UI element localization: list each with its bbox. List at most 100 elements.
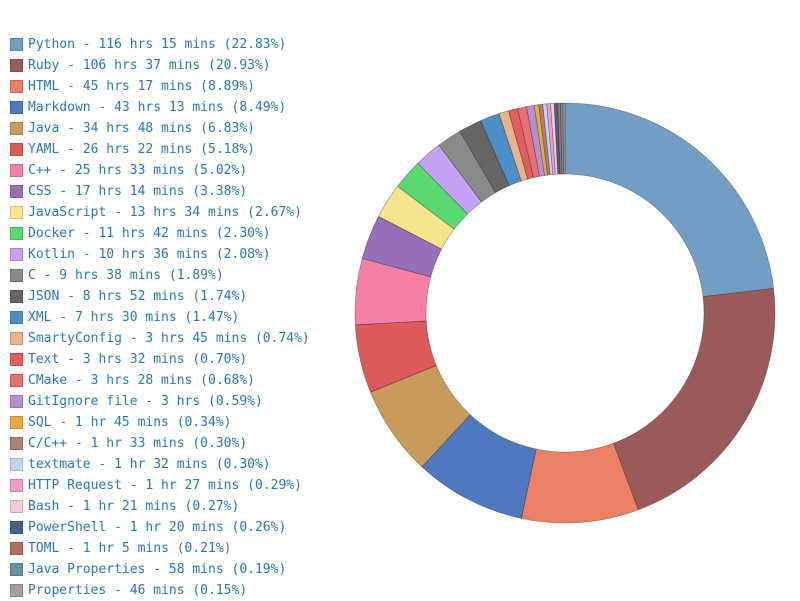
legend-item[interactable]: JavaScript - 13 hrs 34 mins (2.67%) (10, 202, 310, 223)
slice-c-[interactable] (354, 258, 432, 326)
legend-label: Java Properties - 58 mins (0.19%) (28, 562, 287, 577)
slice-markdown[interactable] (421, 414, 537, 519)
legend-swatch (10, 458, 23, 471)
slice-python[interactable] (564, 102, 774, 298)
legend-item[interactable]: SQL - 1 hr 45 mins (0.34%) (10, 412, 310, 433)
legend-swatch (10, 500, 23, 513)
legend-label: Docker - 11 hrs 42 mins (2.30%) (28, 226, 271, 241)
legend-item[interactable]: SmartyConfig - 3 hrs 45 mins (0.74%) (10, 328, 310, 349)
legend-label: TOML - 1 hr 5 mins (0.21%) (28, 541, 232, 556)
legend-item[interactable]: Kotlin - 10 hrs 36 mins (2.08%) (10, 244, 310, 265)
legend-swatch (10, 227, 23, 240)
legend-label: Python - 116 hrs 15 mins (22.83%) (28, 37, 287, 52)
legend-item[interactable]: JSON - 8 hrs 52 mins (1.74%) (10, 286, 310, 307)
legend-swatch (10, 521, 23, 534)
slice-text[interactable] (508, 108, 535, 180)
chart-legend: Python - 116 hrs 15 mins (22.83%) Ruby - … (10, 34, 310, 601)
legend-item[interactable]: TOML - 1 hr 5 mins (0.21%) (10, 538, 310, 559)
legend-label: Java - 34 hrs 48 mins (6.83%) (28, 121, 255, 136)
legend-label: Ruby - 106 hrs 37 mins (20.93%) (28, 58, 271, 73)
legend-swatch (10, 80, 23, 93)
legend-item[interactable]: Java - 34 hrs 48 mins (6.83%) (10, 118, 310, 139)
slice-bash[interactable] (550, 102, 559, 175)
legend-swatch (10, 143, 23, 156)
legend-label: CSS - 17 hrs 14 mins (3.38%) (28, 184, 248, 199)
legend-swatch (10, 437, 23, 450)
legend-swatch (10, 269, 23, 282)
legend-swatch (10, 479, 23, 492)
legend-item[interactable]: Docker - 11 hrs 42 mins (2.30%) (10, 223, 310, 244)
legend-label: Properties - 46 mins (0.15%) (28, 583, 248, 598)
legend-swatch (10, 563, 23, 576)
legend-swatch (10, 248, 23, 261)
legend-label: C/C++ - 1 hr 33 mins (0.30%) (28, 436, 248, 451)
slice-ruby[interactable] (613, 287, 776, 511)
legend-label: CMake - 3 hrs 28 mins (0.68%) (28, 373, 255, 388)
legend-label: HTTP Request - 1 hr 27 mins (0.29%) (28, 478, 302, 493)
legend-label: SmartyConfig - 3 hrs 45 mins (0.74%) (28, 331, 310, 346)
legend-swatch (10, 185, 23, 198)
legend-item[interactable]: HTML - 45 hrs 17 mins (8.89%) (10, 76, 310, 97)
slice-properties[interactable] (562, 102, 566, 175)
legend-swatch (10, 395, 23, 408)
slice-toml[interactable] (557, 102, 563, 175)
legend-swatch (10, 332, 23, 345)
legend-item[interactable]: PowerShell - 1 hr 20 mins (0.26%) (10, 517, 310, 538)
legend-label: JSON - 8 hrs 52 mins (1.74%) (28, 289, 248, 304)
legend-item[interactable]: Java Properties - 58 mins (0.19%) (10, 559, 310, 580)
legend-item[interactable]: GitIgnore file - 3 hrs (0.59%) (10, 391, 310, 412)
slice-cmake[interactable] (517, 106, 540, 179)
legend-label: Text - 3 hrs 32 mins (0.70%) (28, 352, 248, 367)
legend-swatch (10, 374, 23, 387)
legend-swatch (10, 38, 23, 51)
legend-item[interactable]: Properties - 46 mins (0.15%) (10, 580, 310, 601)
legend-item[interactable]: C - 9 hrs 38 mins (1.89%) (10, 265, 310, 286)
legend-item[interactable]: Python - 116 hrs 15 mins (22.83%) (10, 34, 310, 55)
legend-item[interactable]: C++ - 25 hrs 33 mins (5.02%) (10, 160, 310, 181)
legend-label: C++ - 25 hrs 33 mins (5.02%) (28, 163, 248, 178)
legend-label: C - 9 hrs 38 mins (1.89%) (28, 268, 224, 283)
legend-label: XML - 7 hrs 30 mins (1.47%) (28, 310, 240, 325)
slice-xml[interactable] (480, 113, 522, 187)
legend-item[interactable]: HTTP Request - 1 hr 27 mins (0.29%) (10, 475, 310, 496)
slice-sql[interactable] (533, 104, 549, 176)
legend-item[interactable]: Markdown - 43 hrs 13 mins (8.49%) (10, 97, 310, 118)
legend-item[interactable]: CSS - 17 hrs 14 mins (3.38%) (10, 181, 310, 202)
legend-swatch (10, 164, 23, 177)
legend-label: PowerShell - 1 hr 20 mins (0.26%) (28, 520, 287, 535)
legend-item[interactable]: Ruby - 106 hrs 37 mins (20.93%) (10, 55, 310, 76)
legend-item[interactable]: YAML - 26 hrs 22 mins (5.18%) (10, 139, 310, 160)
legend-label: HTML - 45 hrs 17 mins (8.89%) (28, 79, 255, 94)
legend-swatch (10, 206, 23, 219)
legend-swatch (10, 353, 23, 366)
legend-label: YAML - 26 hrs 22 mins (5.18%) (28, 142, 255, 157)
slice-textmate[interactable] (542, 103, 554, 176)
legend-label: JavaScript - 13 hrs 34 mins (2.67%) (28, 205, 302, 220)
slice-css[interactable] (361, 215, 443, 278)
slice-json[interactable] (459, 120, 510, 194)
legend-item[interactable]: textmate - 1 hr 32 mins (0.30%) (10, 454, 310, 475)
slice-yaml[interactable] (354, 320, 437, 393)
legend-item[interactable]: XML - 7 hrs 30 mins (1.47%) (10, 307, 310, 328)
slice-java[interactable] (370, 364, 471, 468)
legend-swatch (10, 584, 23, 597)
legend-swatch (10, 311, 23, 324)
legend-label: Kotlin - 10 hrs 36 mins (2.08%) (28, 247, 271, 262)
legend-label: GitIgnore file - 3 hrs (0.59%) (28, 394, 263, 409)
legend-item[interactable]: Bash - 1 hr 21 mins (0.27%) (10, 496, 310, 517)
legend-swatch (10, 101, 23, 114)
slice-c[interactable] (438, 130, 496, 203)
legend-swatch (10, 59, 23, 72)
legend-swatch (10, 290, 23, 303)
legend-swatch (10, 542, 23, 555)
legend-swatch (10, 122, 23, 135)
legend-label: Markdown - 43 hrs 13 mins (8.49%) (28, 100, 287, 115)
legend-item[interactable]: CMake - 3 hrs 28 mins (0.68%) (10, 370, 310, 391)
slice-powershell[interactable] (553, 102, 561, 175)
legend-label: textmate - 1 hr 32 mins (0.30%) (28, 457, 271, 472)
legend-swatch (10, 416, 23, 429)
legend-item[interactable]: Text - 3 hrs 32 mins (0.70%) (10, 349, 310, 370)
legend-item[interactable]: C/C++ - 1 hr 33 mins (0.30%) (10, 433, 310, 454)
slice-gitignore-file[interactable] (526, 104, 546, 177)
